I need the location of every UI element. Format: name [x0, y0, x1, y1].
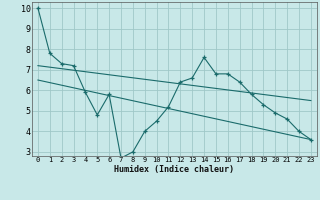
X-axis label: Humidex (Indice chaleur): Humidex (Indice chaleur): [115, 165, 234, 174]
